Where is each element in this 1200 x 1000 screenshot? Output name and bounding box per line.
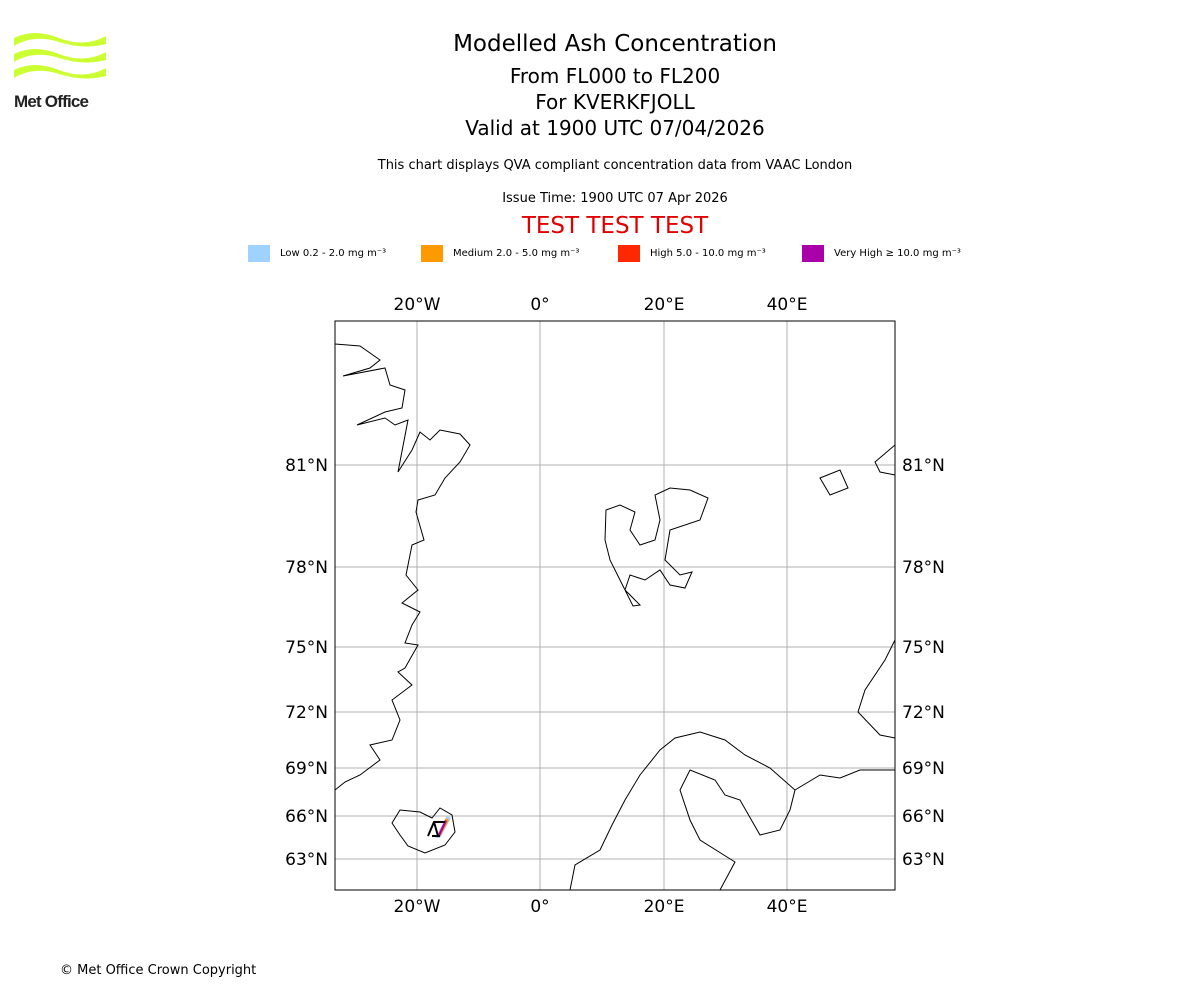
lat-label: 69°N — [285, 759, 328, 779]
volcano-name: For KVERKFJOLL — [535, 90, 695, 114]
legend-swatch — [248, 245, 270, 262]
legend-label: High 5.0 - 10.0 mg m⁻³ — [650, 248, 766, 259]
logo-waves-icon — [14, 33, 106, 79]
met-office-logo — [14, 30, 106, 92]
chart-title: Modelled Ash Concentration — [453, 31, 777, 57]
lon-label: 20°E — [644, 897, 685, 917]
logo-text: Met Office — [14, 92, 89, 111]
lat-label: 75°N — [285, 638, 328, 658]
lat-label: 66°N — [902, 807, 945, 827]
map-frame — [334, 320, 896, 891]
valid-time: Valid at 1900 UTC 07/04/2026 — [465, 116, 765, 140]
franz-josef-coast — [819, 444, 895, 496]
legend-swatch — [618, 245, 640, 262]
lat-labels-left: 81°N 78°N 75°N 72°N 69°N 66°N 63°N — [285, 456, 328, 870]
legend-medium: Medium 2.0 - 5.0 mg m⁻³ — [421, 245, 579, 262]
lon-labels-top: 20°W 0° 20°E 40°E — [394, 295, 808, 315]
lat-labels-right: 81°N 78°N 75°N 72°N 69°N 66°N 63°N — [902, 456, 945, 870]
lon-labels-bottom: 20°W 0° 20°E 40°E — [394, 897, 808, 917]
lat-label: 72°N — [285, 703, 328, 723]
legend-label: Very High ≥ 10.0 mg m⁻³ — [834, 248, 961, 259]
legend-low: Low 0.2 - 2.0 mg m⁻³ — [248, 245, 386, 262]
legend-label: Medium 2.0 - 5.0 mg m⁻³ — [453, 248, 580, 259]
greenland-coast — [335, 343, 471, 791]
ash-plume — [427, 816, 451, 838]
lat-label: 63°N — [285, 850, 328, 870]
legend-very-high: Very High ≥ 10.0 mg m⁻³ — [802, 245, 961, 262]
test-banner: TEST TEST TEST — [521, 213, 709, 239]
subtitle: This chart displays QVA compliant concen… — [377, 158, 853, 173]
legend-swatch — [421, 245, 443, 262]
lat-label: 72°N — [902, 703, 945, 723]
lon-label: 40°E — [767, 295, 808, 315]
lat-label: 78°N — [902, 558, 945, 578]
lat-label: 81°N — [902, 456, 945, 476]
lat-label: 69°N — [902, 759, 945, 779]
lat-label: 81°N — [285, 456, 328, 476]
lon-label: 40°E — [767, 897, 808, 917]
issue-time: Issue Time: 1900 UTC 07 Apr 2026 — [502, 191, 728, 206]
lat-label: 78°N — [285, 558, 328, 578]
copyright: © Met Office Crown Copyright — [60, 963, 257, 978]
svalbard-coast — [604, 487, 709, 607]
lon-label: 20°W — [394, 295, 441, 315]
legend-label: Low 0.2 - 2.0 mg m⁻³ — [280, 248, 387, 259]
coastlines — [335, 343, 895, 890]
gridlines — [335, 321, 895, 890]
russia-coast — [794, 769, 895, 791]
lon-label: 0° — [530, 295, 549, 315]
iceland-coast — [391, 807, 456, 854]
novaya-zemlya-coast — [857, 639, 895, 739]
lon-label: 20°E — [644, 295, 685, 315]
legend-high: High 5.0 - 10.0 mg m⁻³ — [618, 245, 766, 262]
lon-label: 0° — [530, 897, 549, 917]
flight-levels: From FL000 to FL200 — [509, 64, 721, 88]
lon-label: 20°W — [394, 897, 441, 917]
scandinavia-coast — [569, 731, 796, 890]
lat-label: 66°N — [285, 807, 328, 827]
lat-label: 75°N — [902, 638, 945, 658]
lat-label: 63°N — [902, 850, 945, 870]
legend-swatch — [802, 245, 824, 262]
